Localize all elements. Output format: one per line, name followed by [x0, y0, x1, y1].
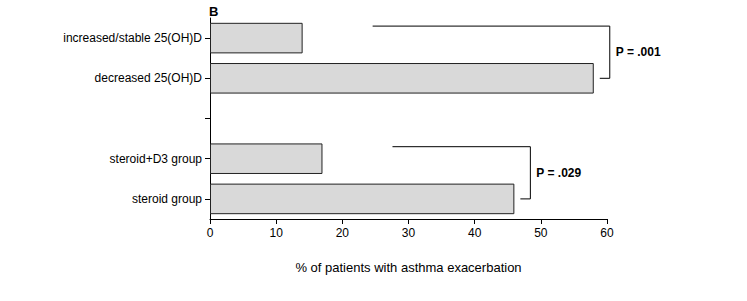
- svg-text:P = .001: P = .001: [616, 45, 661, 59]
- svg-text:20: 20: [336, 226, 350, 240]
- svg-text:% of patients with asthma exac: % of patients with asthma exacerbation: [295, 260, 521, 275]
- svg-text:B: B: [209, 4, 218, 19]
- svg-text:steroid+D3 group: steroid+D3 group: [110, 152, 203, 166]
- svg-text:increased/stable 25(OH)D: increased/stable 25(OH)D: [63, 31, 202, 45]
- svg-text:40: 40: [468, 226, 482, 240]
- svg-text:0: 0: [207, 226, 214, 240]
- svg-text:P = .029: P = .029: [536, 166, 581, 180]
- svg-text:30: 30: [402, 226, 416, 240]
- svg-text:decreased 25(OH)D: decreased 25(OH)D: [95, 71, 203, 85]
- svg-text:60: 60: [600, 226, 614, 240]
- svg-text:10: 10: [269, 226, 283, 240]
- svg-text:steroid group: steroid group: [132, 192, 202, 206]
- svg-text:50: 50: [534, 226, 548, 240]
